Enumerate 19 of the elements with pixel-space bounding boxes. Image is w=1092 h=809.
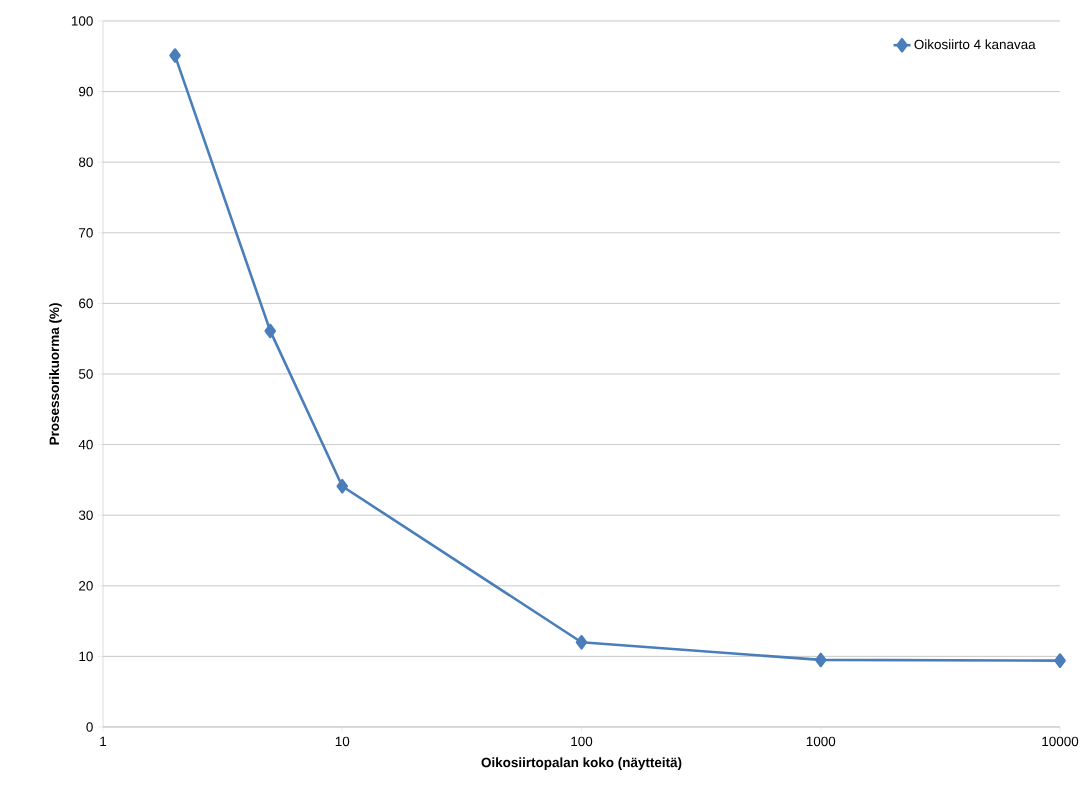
- x-tick-label: 1: [100, 736, 107, 746]
- x-tick-label: 10: [335, 736, 350, 747]
- x-tick-label: 1000: [806, 736, 836, 747]
- x-axis-title: Oikosiirtopalan koko (näytteitä): [481, 757, 682, 770]
- legend-label: Oikosiirto 4 kanavaa: [914, 39, 1036, 50]
- y-tick-label: 0: [86, 722, 93, 732]
- x-tick-label: 10000: [1042, 736, 1079, 747]
- y-tick-label: 70: [79, 228, 93, 238]
- y-axis-title: Prosessorikuorma (%): [49, 303, 62, 445]
- y-tick-label: 40: [78, 439, 93, 450]
- y-tick-label: 30: [78, 510, 93, 520]
- y-tick-label: 20: [79, 581, 93, 591]
- y-tick-label: 50: [78, 369, 93, 379]
- y-tick-label: 100: [71, 16, 93, 26]
- y-tick-label: 10: [79, 651, 93, 662]
- y-tick-label: 90: [79, 86, 93, 97]
- x-tick-label: 100: [571, 736, 593, 747]
- y-tick-label: 60: [79, 298, 93, 309]
- y-tick-label: 80: [78, 157, 93, 167]
